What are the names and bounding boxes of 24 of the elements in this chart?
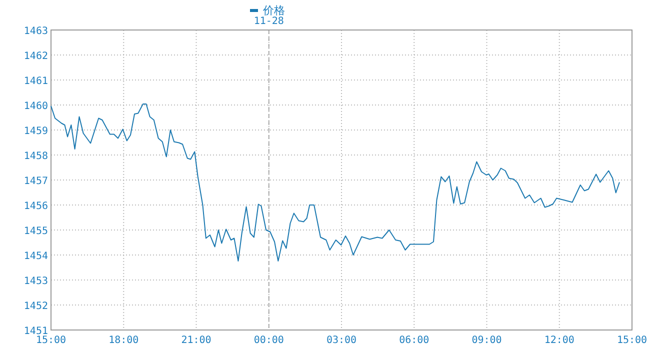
x-tick-label: 21:00 [181,335,212,346]
y-tick-label: 1455 [24,226,48,237]
y-tick-label: 1460 [24,101,48,112]
y-tick-label: 1456 [24,201,48,212]
x-tick-label: 15:00 [616,335,648,346]
x-tick-label: 09:00 [472,335,502,346]
y-tick-label: 1461 [24,76,48,87]
y-tick-label: 1454 [24,251,48,262]
y-tick-label: 1451 [24,326,48,337]
y-tick-label: 1462 [24,51,48,62]
x-tick-label: 12:00 [544,335,574,346]
x-tick-label: 15:00 [36,335,66,346]
y-tick-label: 1453 [24,276,48,287]
x-tick-label: 18:00 [108,335,139,346]
x-tick-label: 03:00 [326,335,357,346]
y-tick-label: 1457 [24,176,48,187]
x-tick-label: 00:00 [254,335,284,346]
y-tick-label: 1459 [24,126,48,137]
ref-line-label: 11-28 [254,16,284,27]
y-tick-label: 1458 [24,151,48,162]
y-tick-label: 1452 [24,301,48,312]
y-tick-label: 1463 [24,26,48,37]
legend-label: 价格 [262,4,285,17]
x-tick-label: 06:00 [399,335,430,346]
